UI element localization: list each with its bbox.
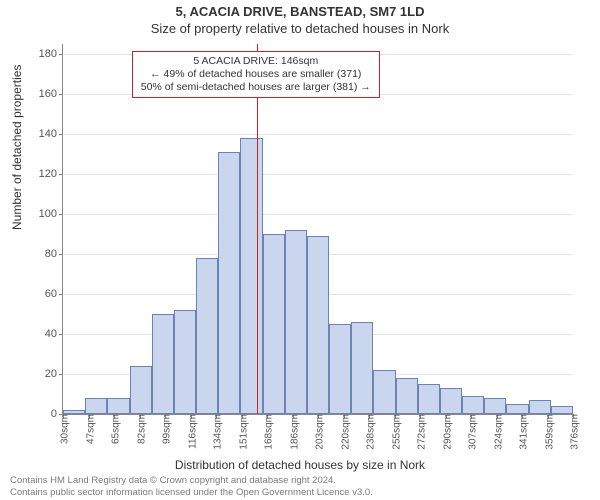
histogram-bar — [307, 236, 329, 414]
xtick-label: 82sqm — [132, 414, 147, 444]
xtick-label: 359sqm — [540, 414, 555, 450]
histogram-bar — [373, 370, 395, 414]
figure-container: 5, ACACIA DRIVE, BANSTEAD, SM7 1LD Size … — [0, 0, 600, 500]
annotation-box: 5 ACACIA DRIVE: 146sqm← 49% of detached … — [132, 51, 380, 98]
ytick-label: 140 — [17, 128, 63, 140]
histogram-bar — [329, 324, 351, 414]
histogram-bar — [462, 396, 484, 414]
gridline — [63, 174, 573, 175]
footer-line-2: Contains public sector information licen… — [10, 487, 590, 498]
ytick-label: 120 — [17, 168, 63, 180]
histogram-bar — [85, 398, 107, 414]
footer-attribution: Contains HM Land Registry data © Crown c… — [10, 475, 590, 498]
title-address: 5, ACACIA DRIVE, BANSTEAD, SM7 1LD — [0, 4, 600, 19]
histogram-bar — [506, 404, 528, 414]
xtick-label: 255sqm — [387, 414, 402, 450]
xtick-label: 376sqm — [566, 414, 581, 450]
xtick-label: 116sqm — [183, 414, 198, 449]
annotation-line: 50% of semi-detached houses are larger (… — [141, 81, 371, 94]
xtick-label: 290sqm — [438, 414, 453, 450]
xtick-label: 324sqm — [489, 414, 504, 450]
histogram-bar — [351, 322, 373, 414]
histogram-bar — [285, 230, 307, 414]
histogram-bar — [240, 138, 262, 414]
xtick-label: 30sqm — [56, 414, 71, 444]
xtick-label: 186sqm — [285, 414, 300, 450]
histogram-bar — [152, 314, 174, 414]
histogram-bar — [418, 384, 440, 414]
xtick-label: 307sqm — [464, 414, 479, 450]
plot-area: 02040608010012014016018030sqm47sqm65sqm8… — [62, 44, 573, 415]
histogram-bar — [130, 366, 152, 414]
x-axis-label: Distribution of detached houses by size … — [0, 458, 600, 472]
histogram-bar — [196, 258, 218, 414]
histogram-bar — [107, 398, 129, 414]
histogram-bar — [218, 152, 240, 414]
histogram-bar — [263, 234, 285, 414]
xtick-label: 220sqm — [336, 414, 351, 450]
title-subtitle: Size of property relative to detached ho… — [0, 21, 600, 36]
xtick-label: 65sqm — [107, 414, 122, 444]
ytick-label: 40 — [17, 328, 63, 340]
ytick-label: 80 — [17, 248, 63, 260]
gridline — [63, 214, 573, 215]
histogram-bar — [396, 378, 418, 414]
histogram-bar — [484, 398, 506, 414]
annotation-line: ← 49% of detached houses are smaller (37… — [141, 68, 371, 81]
xtick-label: 341sqm — [515, 414, 530, 450]
xtick-label: 99sqm — [158, 414, 173, 444]
title-block: 5, ACACIA DRIVE, BANSTEAD, SM7 1LD Size … — [0, 4, 600, 36]
footer-line-1: Contains HM Land Registry data © Crown c… — [10, 475, 590, 486]
ytick-label: 180 — [17, 48, 63, 60]
xtick-label: 168sqm — [260, 414, 275, 450]
histogram-bar — [551, 406, 573, 414]
xtick-label: 134sqm — [209, 414, 224, 450]
xtick-label: 47sqm — [81, 414, 96, 444]
gridline — [63, 134, 573, 135]
xtick-label: 203sqm — [311, 414, 326, 450]
histogram-bar — [174, 310, 196, 414]
histogram-bar — [440, 388, 462, 414]
reference-line — [257, 44, 258, 414]
xtick-label: 151sqm — [234, 414, 249, 450]
ytick-label: 60 — [17, 288, 63, 300]
ytick-label: 20 — [17, 368, 63, 380]
ytick-label: 100 — [17, 208, 63, 220]
histogram-bar — [529, 400, 551, 414]
annotation-line: 5 ACACIA DRIVE: 146sqm — [141, 55, 371, 68]
xtick-label: 272sqm — [413, 414, 428, 450]
xtick-label: 238sqm — [362, 414, 377, 450]
ytick-label: 160 — [17, 88, 63, 100]
